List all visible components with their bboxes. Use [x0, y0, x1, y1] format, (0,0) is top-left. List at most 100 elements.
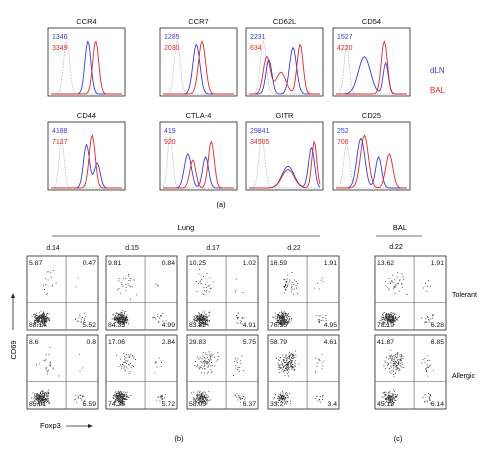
bal-mfi-value: 2030 — [164, 45, 180, 52]
dotplot-frame — [267, 334, 340, 410]
panel-c-dotplots: 13.62 1.91 78.19 6.28 41.87 6.85 45.13 6.14 — [374, 255, 447, 410]
bal-curve — [249, 43, 320, 95]
quadrant-ul-value: 10.25 — [189, 260, 206, 267]
histogram-ccr4: CCR4 1346 3349 — [47, 17, 126, 97]
lung-dotplot-d14-row1: 5.87 0.47 88.14 5.52 — [26, 255, 99, 331]
panel-c-day-label: d.22 — [389, 244, 403, 251]
bal-mfi-value: 634 — [250, 45, 262, 52]
dotplot-events — [191, 351, 246, 405]
quadrant-lr-value: 4.99 — [162, 322, 175, 329]
quadrant-ul-value: 9.81 — [108, 260, 121, 267]
panel-b-caption: (b) — [174, 434, 184, 443]
day-label-d14: d.14 — [46, 245, 60, 252]
quadrant-lr-value: 4.95 — [324, 322, 337, 329]
legend-bal-label: BAL — [430, 86, 446, 95]
quadrant-ul-value: 58.79 — [270, 339, 287, 346]
dotplot-frame — [374, 255, 447, 331]
y-axis-label-cd69: CD69 — [9, 340, 18, 359]
dotplot-frame — [267, 255, 340, 331]
quadrant-ur-value: 1.91 — [431, 260, 444, 267]
histogram-title: CD62L — [273, 17, 296, 26]
bal-mfi-value: 3349 — [52, 45, 68, 52]
bal-curve — [163, 40, 234, 95]
bal-curve — [51, 40, 122, 95]
y-axis-arrowhead — [11, 293, 15, 298]
legend-dln-label: dLN — [430, 66, 445, 75]
dotplot-frame — [186, 334, 259, 410]
histogram-cd62l: CD62L 2231 634 — [245, 17, 324, 97]
dln-mfi-value: 1285 — [164, 34, 180, 41]
bal-dotplot-tolerant: 13.62 1.91 78.19 6.28 — [374, 255, 447, 331]
quadrant-ll-value: 88.14 — [29, 322, 46, 329]
quadrant-ur-value: 5.75 — [243, 339, 256, 346]
quadrant-lr-value: 6.14 — [431, 401, 444, 408]
panel-b-group-label: Lung — [178, 223, 195, 232]
quadrant-ll-value: 85.01 — [29, 401, 46, 408]
lung-dotplot-d17-row1: 10.25 1.02 83.82 4.91 — [186, 255, 259, 331]
dln-curve — [249, 46, 320, 95]
bal-mfi-value: 4220 — [337, 45, 353, 52]
panel-a-caption: (a) — [216, 200, 226, 209]
dln-mfi-value: 4188 — [52, 128, 68, 135]
panel-a-histograms: CCR4 1346 3349 CCR7 1285 2030 CD62L 2231 634 CD54… — [47, 17, 411, 191]
isotype-curve — [249, 137, 320, 189]
quadrant-ul-value: 16.59 — [270, 260, 287, 267]
panel-b-dotplots: d.14 d.15 d.17 d.22 5.87 0.47 88.14 5.52 9.81 0.8… — [26, 245, 340, 410]
dotplot-events — [273, 350, 325, 406]
bal-dotplot-allergic: 41.87 6.85 45.13 6.14 — [374, 334, 447, 410]
quadrant-lr-value: 5.59 — [83, 401, 96, 408]
histogram-frame — [332, 27, 411, 97]
quadrant-ur-value: 1.02 — [243, 260, 256, 267]
quadrant-ul-value: 41.87 — [377, 339, 394, 346]
dotplot-events — [112, 352, 167, 406]
quadrant-ur-value: 0.47 — [83, 260, 96, 267]
allergic-label: Allergic — [452, 373, 475, 380]
quadrant-ul-value: 5.87 — [29, 260, 42, 267]
lung-dotplot-d17-row2: 29.83 5.75 58.05 6.37 — [186, 334, 259, 410]
lung-dotplot-d22-row1: 16.59 1.91 76.55 4.95 — [267, 255, 340, 331]
lung-dotplot-d15-row1: 9.81 0.84 84.35 4.99 — [105, 255, 178, 331]
x-axis-label-foxp3: Foxp3 — [40, 421, 61, 430]
bal-mfi-value: 708 — [337, 139, 349, 146]
lung-dotplot-d22-row2: 58.79 4.61 33.2 3.4 — [267, 334, 340, 410]
dln-mfi-value: 1346 — [52, 34, 68, 41]
quadrant-ur-value: 2.84 — [162, 339, 175, 346]
histogram-ctla-4: CTLA-4 419 920 — [159, 111, 238, 191]
bal-curve — [163, 140, 234, 189]
histogram-title: GITR — [276, 111, 294, 120]
quadrant-lr-value: 5.72 — [162, 401, 175, 408]
histogram-cd25: CD25 252 708 — [332, 111, 411, 191]
quadrant-ur-value: 4.61 — [324, 339, 337, 346]
dln-mfi-value: 419 — [164, 128, 176, 135]
dotplot-events — [111, 274, 167, 327]
dln-mfi-value: 1527 — [337, 34, 353, 41]
dln-mfi-value: 29841 — [250, 128, 270, 135]
histogram-title: CTLA-4 — [186, 111, 212, 120]
histogram-title: CCR4 — [76, 17, 96, 26]
quadrant-lr-value: 4.91 — [243, 322, 256, 329]
quadrant-ur-value: 0.8 — [87, 339, 97, 346]
bal-mfi-value: 34505 — [250, 139, 270, 146]
dotplot-events — [31, 347, 85, 407]
quadrant-lr-value: 6.37 — [243, 401, 256, 408]
quadrant-ul-value: 8.6 — [29, 339, 39, 346]
quadrant-ul-value: 13.62 — [377, 260, 394, 267]
lung-dotplot-d14-row2: 8.6 0.8 85.01 5.59 — [26, 334, 99, 410]
quadrant-ll-value: 76.55 — [270, 322, 287, 329]
quadrant-ll-value: 58.05 — [189, 401, 206, 408]
histogram-title: CD44 — [77, 111, 96, 120]
quadrant-ll-value: 33.2 — [270, 401, 283, 408]
bal-curve — [249, 140, 321, 189]
histogram-title: CCR7 — [188, 17, 208, 26]
day-label-d15: d.15 — [125, 245, 139, 252]
panel-c-caption: (c) — [394, 434, 403, 443]
quadrant-ll-value: 84.35 — [108, 322, 125, 329]
bal-curve — [336, 40, 407, 95]
histogram-ccr7: CCR7 1285 2030 — [159, 17, 238, 97]
bal-mfi-value: 920 — [164, 139, 176, 146]
quadrant-ur-value: 1.91 — [324, 260, 337, 267]
histogram-cd44: CD44 4188 7127 — [47, 111, 126, 191]
bal-curve — [336, 134, 407, 189]
panel-c-group-label: BAL — [393, 223, 407, 232]
